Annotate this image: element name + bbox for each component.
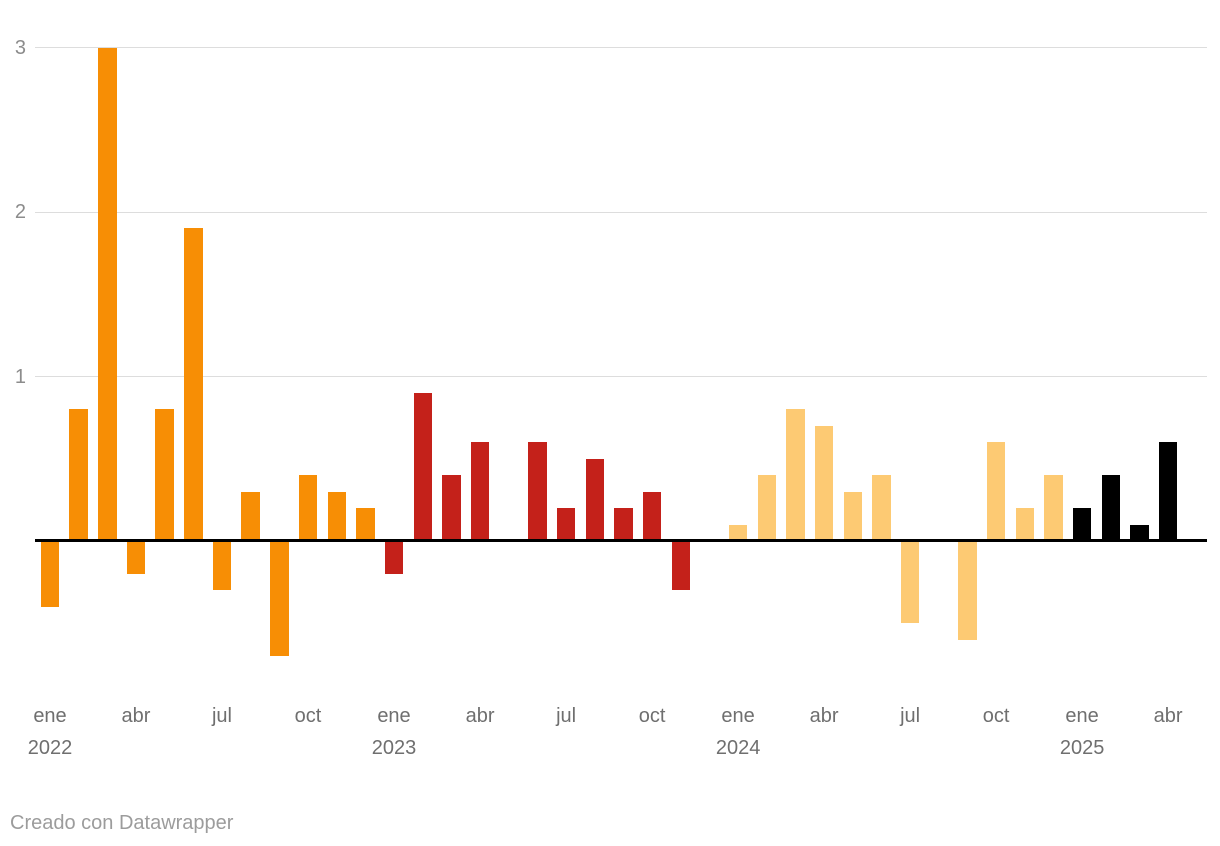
gridline-3 (35, 47, 1207, 48)
bar-2024-jun[interactable] (872, 475, 891, 541)
bar-2023-nov[interactable] (671, 541, 690, 591)
bar-2025-ene[interactable] (1072, 508, 1092, 541)
bar-2022-may[interactable] (155, 409, 174, 541)
x-tick-oct-33: oct (982, 705, 1010, 727)
bar-2023-ago[interactable] (585, 458, 604, 542)
bar-2022-abr[interactable] (126, 541, 146, 574)
y-axis-label-2: 2 (14, 201, 26, 223)
datawrapper-attribution-link[interactable]: Creado con Datawrapper (10, 812, 234, 834)
x-tick-ene-36: ene (1065, 705, 1099, 727)
gridline-1 (35, 376, 1207, 377)
bar-2024-jul[interactable] (900, 541, 920, 624)
bar-2024-oct[interactable] (986, 442, 1006, 541)
bar-2022-dic[interactable] (356, 508, 375, 541)
y-axis-label-1: 1 (14, 365, 26, 388)
x-tick-jul-6: jul (211, 705, 232, 727)
bar-2025-abr[interactable] (1158, 442, 1178, 541)
x-tick-abr-27: abr (809, 705, 839, 727)
bar-2022-feb[interactable] (69, 409, 88, 541)
bar-2023-jun[interactable] (528, 442, 547, 541)
bar-2024-may[interactable] (843, 491, 862, 541)
x-tick-year-2023: 2023 (371, 737, 417, 759)
bar-2025-mar[interactable] (1130, 524, 1149, 541)
bar-2024-mar[interactable] (786, 409, 805, 541)
x-tick-year-2024: 2024 (715, 737, 761, 759)
bar-2022-jun[interactable] (184, 228, 203, 541)
bar-2023-sep[interactable] (614, 508, 633, 541)
x-tick-jul-30: jul (900, 705, 921, 727)
bar-2023-oct[interactable] (642, 491, 662, 541)
x-tick-oct-21: oct (638, 705, 666, 727)
bar-2022-ene[interactable] (40, 541, 60, 607)
bar-2024-feb[interactable] (757, 475, 776, 541)
bar-2022-jul[interactable] (212, 541, 232, 591)
bar-2024-nov[interactable] (1015, 508, 1034, 541)
x-tick-jul-18: jul (556, 705, 577, 727)
bar-2024-dic[interactable] (1044, 475, 1063, 541)
x-tick-ene-0: ene (33, 705, 67, 727)
gridline-2 (35, 211, 1207, 213)
bar-2023-ene[interactable] (384, 541, 404, 574)
bar-2024-sep[interactable] (958, 541, 977, 640)
bar-2025-feb[interactable] (1101, 475, 1120, 541)
x-tick-abr-15: abr (465, 705, 495, 727)
x-tick-abr-39: abr (1153, 705, 1183, 727)
x-tick-year-2022: 2022 (27, 737, 73, 759)
x-tick-abr-3: abr (121, 705, 151, 727)
bar-2022-sep[interactable] (270, 541, 289, 657)
zero-baseline (35, 539, 1207, 542)
bar-chart-plot: 1 2 3 ene 2022 abr jul oct ene 2023 abr jul oct ene 20… (14, 36, 1207, 759)
bar-2022-ago[interactable] (241, 491, 260, 541)
bar-2024-abr[interactable] (814, 425, 834, 541)
bar-2023-abr[interactable] (470, 442, 490, 541)
x-tick-ene-24: ene (721, 705, 755, 727)
bar-2022-oct[interactable] (298, 475, 318, 541)
x-tick-ene-12: ene (377, 705, 411, 727)
bar-2023-feb[interactable] (413, 392, 432, 541)
y-axis-label-3: 3 (14, 36, 26, 59)
x-tick-year-2025: 2025 (1059, 737, 1105, 759)
bar-2023-mar[interactable] (442, 475, 461, 541)
x-tick-oct-9: oct (294, 705, 322, 727)
bar-2024-ene[interactable] (728, 524, 748, 541)
bar-2023-jul[interactable] (556, 508, 576, 541)
bar-2022-mar[interactable] (98, 47, 117, 541)
bar-2022-nov[interactable] (327, 491, 346, 541)
